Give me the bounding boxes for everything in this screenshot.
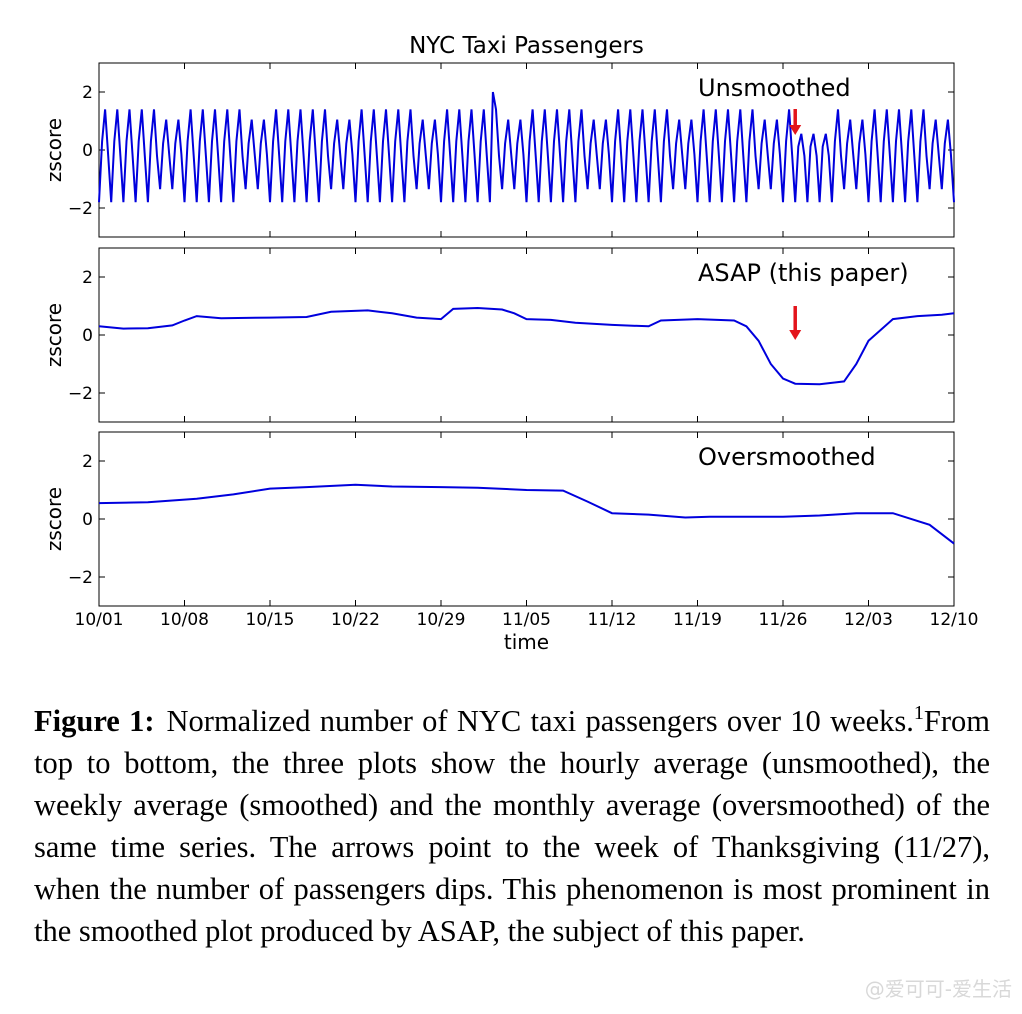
y-tick-label: 2 — [82, 268, 93, 288]
red-arrow-head — [789, 330, 802, 340]
y-tick-label: −2 — [68, 568, 93, 588]
caption-label: Figure 1: — [34, 704, 155, 738]
x-tick-label: 10/22 — [331, 610, 380, 630]
watermark-text: @爱可可-爱生活 — [864, 977, 1012, 1001]
x-tick-label: 11/05 — [502, 610, 551, 630]
y-tick-label: 0 — [82, 141, 93, 161]
figure-chart: NYC Taxi Passengers20−2zscoreUnsmoothed2… — [42, 33, 979, 654]
y-tick-label: −2 — [68, 199, 93, 219]
x-tick-label: 12/10 — [930, 610, 979, 630]
x-tick-label: 10/01 — [75, 610, 124, 630]
y-axis-label: zscore — [42, 118, 66, 182]
y-tick-label: 2 — [82, 452, 93, 472]
chart-title: NYC Taxi Passengers — [409, 33, 644, 59]
x-tick-label: 12/03 — [844, 610, 893, 630]
y-axis-label: zscore — [42, 487, 66, 551]
x-tick-label: 11/26 — [759, 610, 808, 630]
y-tick-label: −2 — [68, 384, 93, 404]
red-arrow-head — [789, 125, 802, 135]
figure-caption: Figure 1: Normalized number of NYC taxi p… — [34, 700, 990, 952]
y-axis-label: zscore — [42, 303, 66, 367]
caption-text-2: From top to bottom, the three plots show… — [34, 704, 991, 948]
panel-label-3: Oversmoothed — [698, 443, 876, 471]
y-tick-label: 2 — [82, 83, 93, 103]
panel-label-1: Unsmoothed — [698, 74, 851, 102]
series-line-2 — [98, 306, 955, 386]
caption-text-1: Normalized number of NYC taxi passengers… — [166, 704, 914, 738]
x-tick-label: 11/19 — [673, 610, 722, 630]
x-tick-label: 10/29 — [417, 610, 466, 630]
x-tick-label: 10/15 — [246, 610, 295, 630]
footnote-marker: 1 — [913, 702, 924, 724]
series-line-3 — [98, 483, 955, 545]
x-axis-label: time — [504, 630, 549, 654]
y-tick-label: 0 — [82, 510, 93, 530]
y-tick-label: 0 — [82, 326, 93, 346]
series-line-1 — [98, 91, 955, 203]
x-tick-label: 11/12 — [588, 610, 637, 630]
panel-label-2: ASAP (this paper) — [698, 259, 909, 287]
x-tick-label: 10/08 — [160, 610, 209, 630]
